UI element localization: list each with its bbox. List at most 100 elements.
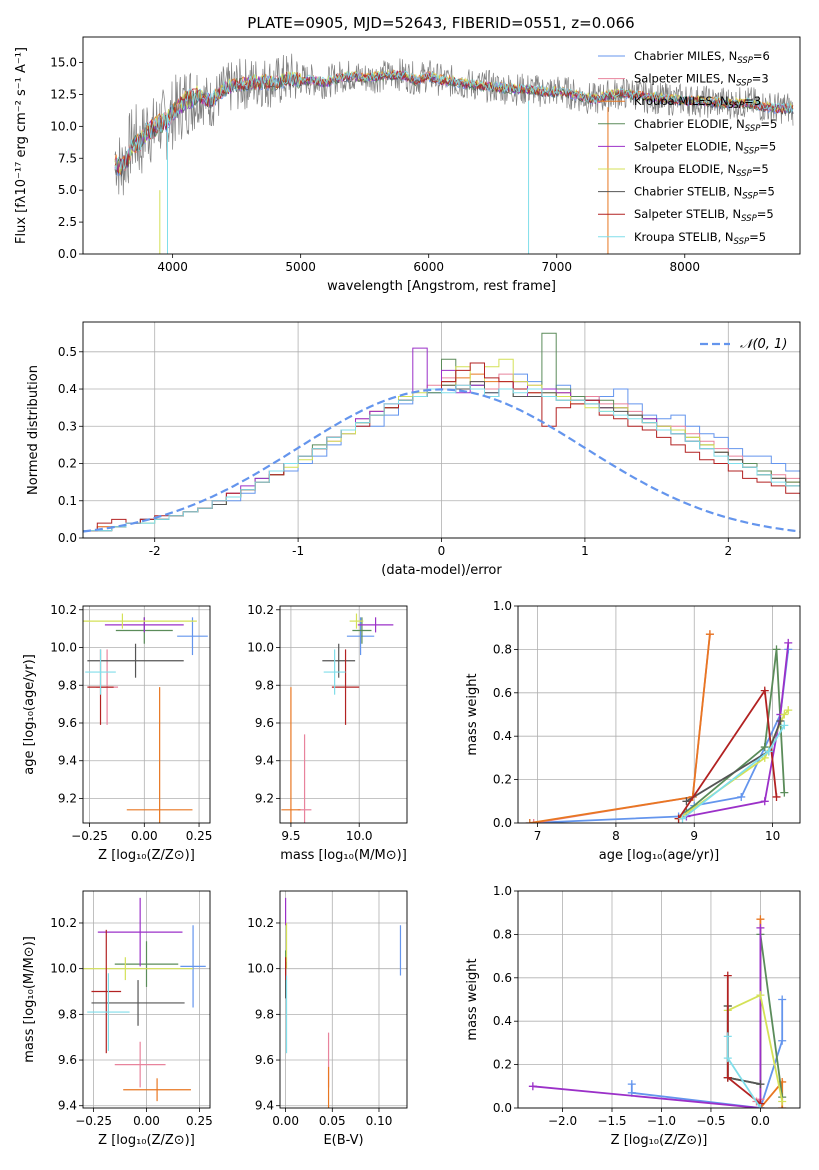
x-tick-label: 7000: [541, 260, 572, 274]
y-tick-label: 9.2: [255, 791, 274, 805]
y-tick-label: 10.0: [50, 119, 77, 133]
legend-name: Salpeter STELIB, N: [634, 207, 741, 221]
x-tick-label: 0.25: [186, 1114, 213, 1128]
y-axis-label: Flux [fλ10⁻¹⁷ erg cm⁻² s⁻¹ A⁻¹]: [14, 47, 29, 244]
normal-reference-curve: [83, 388, 800, 533]
legend-sub: SSP: [736, 79, 752, 89]
x-tick-label: 1: [581, 544, 589, 558]
y-tick-label: 0.6: [493, 686, 512, 700]
y-tick-label: 9.8: [58, 678, 77, 692]
y-tick-label: 9.6: [58, 1053, 77, 1067]
weight-line-3: [529, 634, 711, 823]
legend-name: Chabrier MILES, N: [634, 49, 737, 63]
y-tick-label: 9.8: [255, 678, 274, 692]
weight-line-9: [726, 1036, 762, 1108]
legend-name: Chabrier ELODIE, N: [634, 117, 745, 131]
y-tick-label: 0.4: [493, 729, 512, 743]
mass-vs-z-axes: −0.25 0.00 0.25 9.4 9.6 9.8 10.0 10.2 Z [log₁₀(Z…: [22, 891, 213, 1148]
legend-suffix: =3: [752, 72, 769, 86]
histogram-legend: 𝒩(0, 1): [700, 337, 787, 352]
legend-suffix: =5: [758, 185, 775, 199]
age-vs-mass-frame: [279, 605, 408, 824]
legend-label-9: Kroupa STELIB, NSSP=5: [634, 230, 766, 247]
weight-marker: [723, 1073, 732, 1082]
y-tick-label: 9.4: [58, 1099, 77, 1113]
y-tick-label: 9.6: [255, 716, 274, 730]
y-tick-label: 5.0: [58, 183, 77, 197]
x-tick-label: 5000: [285, 260, 316, 274]
weight-marker: [682, 797, 691, 806]
legend-suffix: =3: [744, 94, 761, 108]
weight-line-4: [726, 934, 784, 1098]
y-axis-label: mass weight: [465, 673, 480, 755]
x-tick-label: −0.25: [71, 829, 108, 843]
panels: 4000 5000 6000 7000 80000.02.55.07.510.012.5…: [14, 36, 801, 1148]
legend-label-4: Chabrier ELODIE, NSSP=5: [634, 117, 777, 134]
y-tick-label: 9.8: [58, 1007, 77, 1021]
age-vs-z-axes: −0.25 0.00 0.25 9.2 9.4 9.6 9.8 10.0 10.2 Z [log₁…: [22, 603, 212, 863]
legend-name: Kroupa MILES, N: [634, 94, 729, 108]
weight-marker: [760, 686, 769, 695]
weight-marker: [678, 814, 687, 823]
y-tick-label: 10.2: [247, 916, 274, 930]
y-tick-label: 0.0: [493, 816, 512, 830]
weight-marker: [760, 743, 769, 752]
y-tick-label: 1.0: [493, 884, 512, 898]
weight-vs-z-frame: [517, 890, 801, 1109]
histogram-series-4: [83, 332, 800, 538]
weight-marker: [723, 971, 732, 980]
mass-vs-z-plot: [83, 897, 206, 1102]
y-tick-label: 10.0: [50, 641, 77, 655]
y-axis-label: age [log₁₀(age/yr)]: [22, 654, 37, 775]
weight-vs-z-plot: [528, 915, 787, 1108]
weight-marker: [778, 1036, 787, 1045]
legend-sub: SSP: [742, 192, 758, 202]
y-tick-label: 0.0: [493, 1101, 512, 1115]
legend-label-normal: 𝒩(0, 1): [740, 337, 787, 352]
x-tick-label: -1: [292, 544, 304, 558]
legend-label-3: Kroupa MILES, NSSP=3: [634, 94, 761, 111]
histogram-plot: [83, 332, 800, 538]
weight-marker: [529, 819, 538, 823]
x-axis-label: Z [log₁₀(Z/Z⊙)]: [98, 1133, 195, 1148]
weight-marker: [772, 645, 781, 654]
legend-suffix: =5: [757, 207, 774, 221]
legend-suffix: =5: [759, 139, 776, 153]
y-tick-label: 0.4: [58, 382, 77, 396]
age-vs-mass-axes: 9.5 10.0 9.2 9.4 9.6 9.8 10.0 10.2 mass [log₁₀(M…: [247, 603, 407, 863]
figure-title: PLATE=0905, MJD=52643, FIBERID=0551, z=0…: [247, 14, 634, 32]
x-tick-label: 0: [438, 544, 446, 558]
x-tick-label: −1.5: [597, 1114, 626, 1128]
y-tick-label: 15.0: [50, 56, 77, 70]
weight-marker: [780, 721, 789, 730]
weight-marker: [776, 717, 785, 726]
y-tick-label: 0.2: [493, 773, 512, 787]
x-tick-label: 0.0: [751, 1114, 770, 1128]
weight-marker: [772, 792, 781, 801]
weight-marker: [756, 923, 765, 932]
y-tick-label: 10.2: [247, 603, 274, 617]
y-tick-label: 0.0: [58, 247, 77, 261]
x-tick-label: 9.5: [281, 829, 300, 843]
x-tick-label: 9: [690, 829, 698, 843]
legend-sub: SSP: [736, 169, 752, 179]
legend-name: Salpeter MILES, N: [634, 72, 736, 86]
weight-vs-age-axes: 7 8 9 10 0.0 0.2 0.4 0.6 0.8 1.0 age [log₁₀(age/yr…: [465, 599, 800, 863]
y-tick-label: 9.2: [58, 791, 77, 805]
x-axis-label: Z [log₁₀(Z/Z⊙)]: [611, 1133, 708, 1148]
y-tick-label: 0.6: [493, 971, 512, 985]
legend-label-2: Salpeter MILES, NSSP=3: [634, 72, 769, 89]
legend-sub: SSP: [744, 146, 760, 156]
weight-vs-age-frame: [517, 605, 801, 824]
x-tick-label: −2.0: [548, 1114, 577, 1128]
histogram-series-3: [83, 373, 800, 538]
histogram-frame: [82, 321, 801, 539]
spectrum-axes: 4000 5000 6000 7000 8000 0.0 2.5 5.0 7.5 10.0 12.5…: [14, 47, 700, 294]
weight-marker: [778, 1097, 787, 1106]
y-tick-label: 0.4: [493, 1014, 512, 1028]
y-axis-label: Normed distribution: [26, 365, 41, 495]
y-axis-label: mass weight: [465, 958, 480, 1040]
weight-line-6: [727, 993, 784, 1102]
legend-label-5: Salpeter ELODIE, NSSP=5: [634, 139, 776, 156]
